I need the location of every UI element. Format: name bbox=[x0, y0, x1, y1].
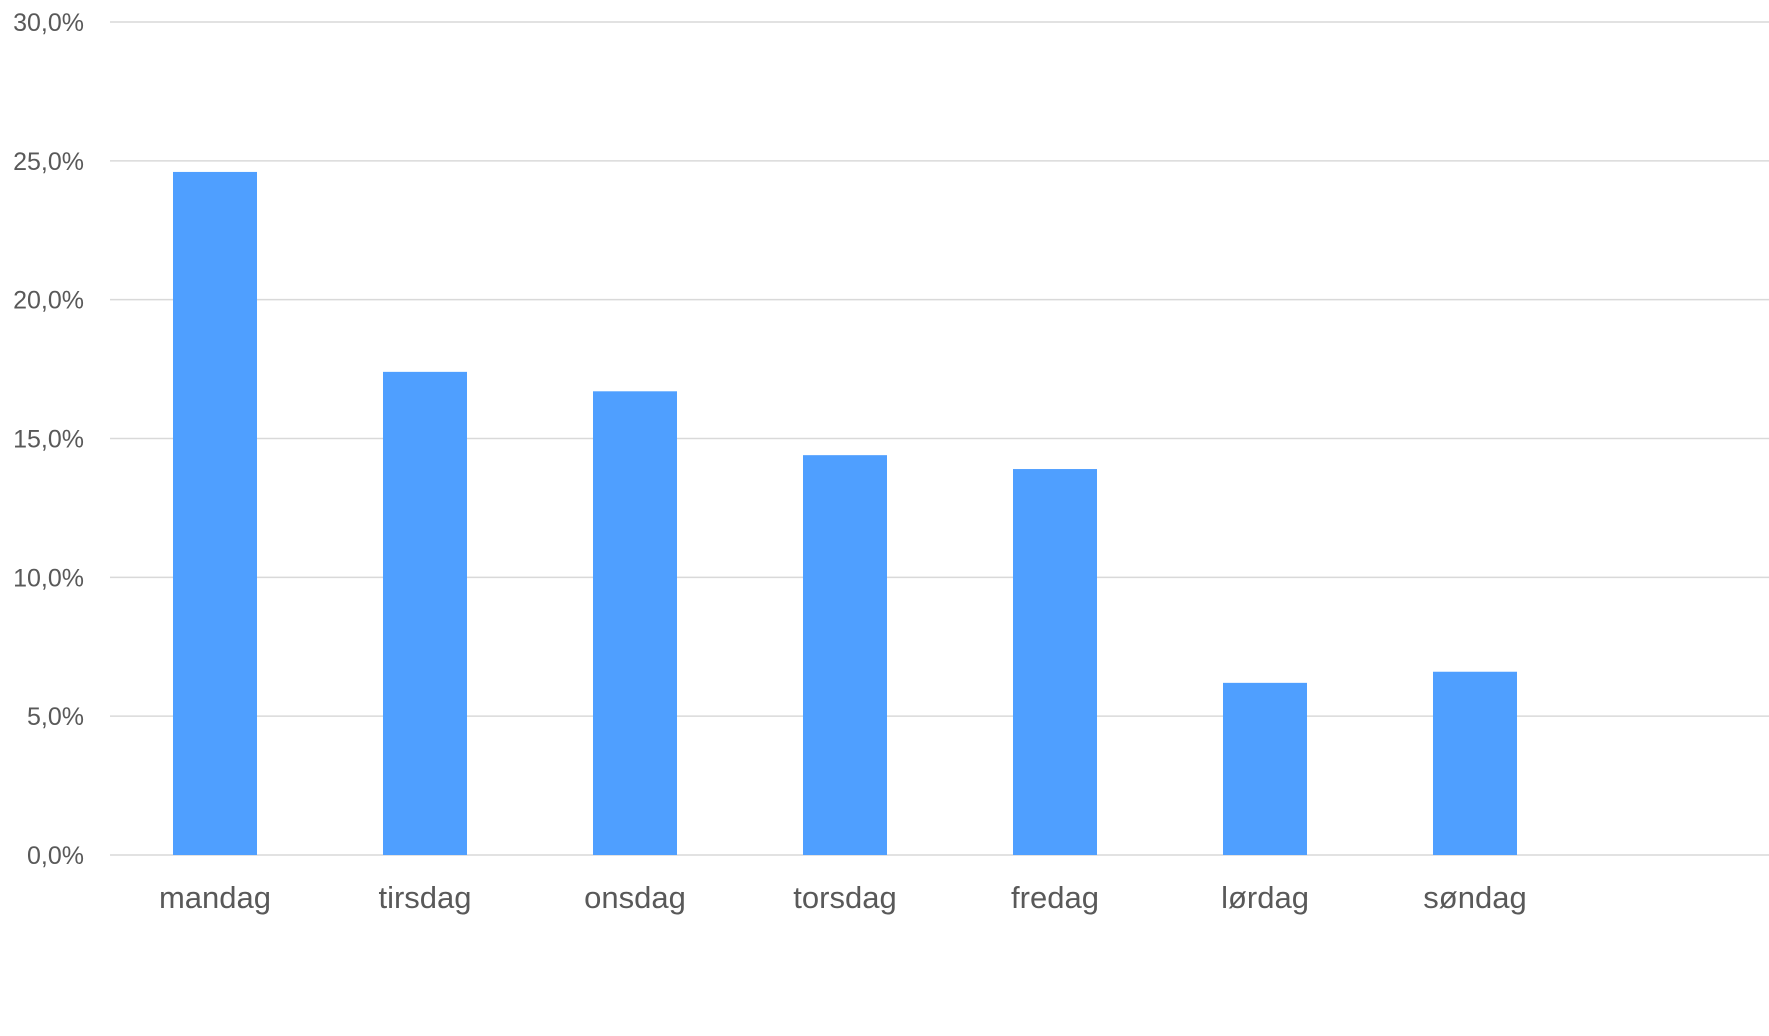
bar-onsdag bbox=[593, 391, 677, 855]
y-tick-label: 20,0% bbox=[13, 287, 84, 315]
x-axis-tick-labels: mandag tirsdag onsdag torsdag fredag lørdag sø… bbox=[159, 880, 1527, 915]
bar-lørdag bbox=[1223, 682, 1307, 855]
gridlines bbox=[110, 21, 1769, 856]
y-tick-label: 30,0% bbox=[13, 9, 84, 37]
bar-torsdag bbox=[803, 455, 887, 855]
bar-søndag bbox=[1433, 671, 1517, 855]
y-tick-label: 0,0% bbox=[27, 842, 84, 870]
bars bbox=[173, 171, 1517, 855]
y-axis-tick-labels: 0,0% 5,0% 10,0% 15,0% 20,0% 25,0% 30,0% bbox=[13, 9, 84, 870]
y-tick-label: 10,0% bbox=[13, 564, 84, 592]
y-tick-label: 5,0% bbox=[27, 703, 84, 731]
y-tick-label: 15,0% bbox=[13, 426, 84, 454]
bar-fredag bbox=[1013, 469, 1097, 855]
x-tick-label: onsdag bbox=[584, 880, 686, 915]
x-tick-label: torsdag bbox=[793, 880, 896, 915]
x-tick-label: mandag bbox=[159, 880, 271, 915]
x-tick-label: fredag bbox=[1011, 880, 1099, 915]
bar-tirsdag bbox=[383, 371, 467, 855]
x-tick-label: tirsdag bbox=[378, 880, 471, 915]
y-tick-label: 25,0% bbox=[13, 148, 84, 176]
bar-mandag bbox=[173, 171, 257, 855]
x-tick-label: søndag bbox=[1423, 880, 1526, 915]
x-tick-label: lørdag bbox=[1221, 880, 1309, 915]
